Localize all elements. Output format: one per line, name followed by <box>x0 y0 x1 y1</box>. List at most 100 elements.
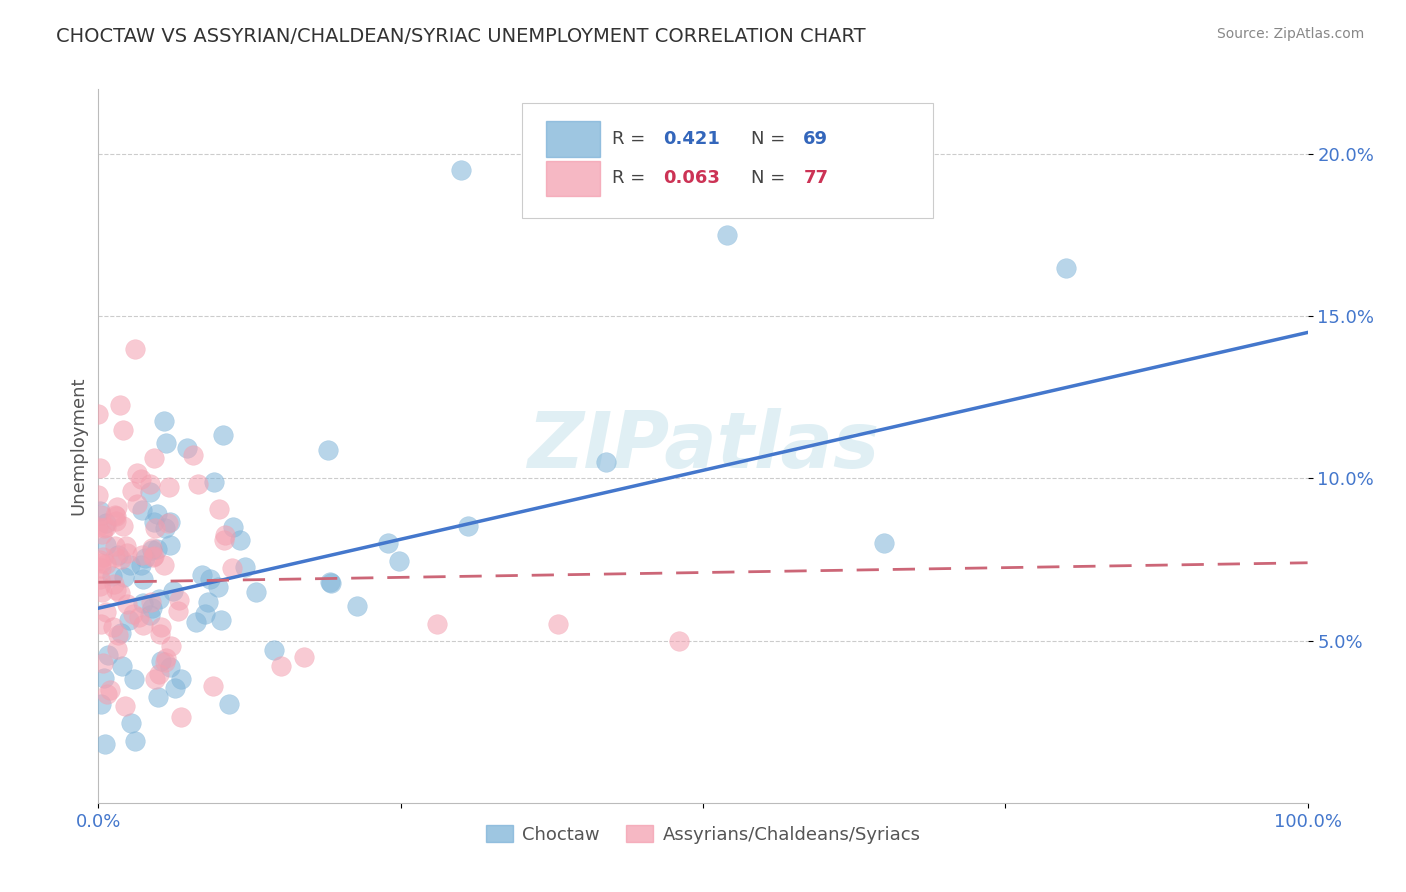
FancyBboxPatch shape <box>546 161 600 196</box>
Point <box>105 500 128 515</box>
Point <box>93 671 115 685</box>
Point <box>110 552 132 566</box>
Point <box>139 484 162 499</box>
Point <box>167 604 190 618</box>
FancyBboxPatch shape <box>522 103 932 218</box>
Point <box>89 553 111 567</box>
Point <box>547 617 569 632</box>
Point <box>115 598 138 612</box>
Point <box>90 508 112 522</box>
Point <box>94 516 117 530</box>
Point <box>141 600 163 615</box>
Point <box>103 508 125 522</box>
Point <box>183 449 205 463</box>
Point <box>159 660 181 674</box>
Point <box>209 613 232 627</box>
Point <box>155 651 177 665</box>
Point <box>90 556 112 570</box>
Point <box>184 615 207 630</box>
Point <box>129 472 152 486</box>
Point <box>198 572 221 586</box>
Point <box>124 342 146 356</box>
Point <box>90 697 112 711</box>
Point <box>87 520 110 534</box>
Point <box>107 549 129 563</box>
FancyBboxPatch shape <box>546 121 600 157</box>
Point <box>270 659 292 673</box>
Text: 0.063: 0.063 <box>664 169 720 187</box>
Point <box>134 550 156 565</box>
Point <box>155 436 177 450</box>
Text: 77: 77 <box>803 169 828 187</box>
Point <box>108 398 131 412</box>
Point <box>101 620 124 634</box>
Text: R =: R = <box>613 130 651 148</box>
Point <box>120 715 142 730</box>
Point <box>152 414 174 428</box>
Point <box>89 572 111 586</box>
Point <box>229 533 252 547</box>
Point <box>176 441 198 455</box>
Point <box>98 683 121 698</box>
Point <box>211 428 233 442</box>
Point <box>96 558 118 572</box>
Text: Source: ZipAtlas.com: Source: ZipAtlas.com <box>1216 27 1364 41</box>
Point <box>153 558 176 572</box>
Point <box>91 656 114 670</box>
Point <box>122 672 145 686</box>
Point <box>111 659 134 673</box>
Point <box>197 595 219 609</box>
Point <box>450 163 472 178</box>
Point <box>114 699 136 714</box>
Legend: Choctaw, Assyrians/Chaldeans/Syriacs: Choctaw, Assyrians/Chaldeans/Syriacs <box>478 818 928 851</box>
Point <box>145 508 167 522</box>
Point <box>108 585 131 599</box>
Point <box>156 516 179 530</box>
Point <box>426 617 449 632</box>
Point <box>169 672 191 686</box>
Point <box>319 576 342 591</box>
Point <box>873 536 896 550</box>
Point <box>122 607 145 622</box>
Point <box>155 521 177 535</box>
Point <box>94 737 117 751</box>
Point <box>143 549 166 564</box>
Point <box>377 535 399 549</box>
Point <box>132 572 155 586</box>
Point <box>93 521 115 535</box>
Point <box>153 655 176 669</box>
Point <box>191 567 214 582</box>
Point <box>87 488 110 502</box>
Point <box>316 443 339 458</box>
Text: 69: 69 <box>803 130 828 148</box>
Point <box>207 580 229 594</box>
Point <box>142 550 165 565</box>
Point <box>89 579 111 593</box>
Point <box>132 596 155 610</box>
Point <box>157 480 180 494</box>
Point <box>127 497 149 511</box>
Point <box>146 690 169 704</box>
Point <box>165 681 187 696</box>
Point <box>346 599 368 613</box>
Point <box>94 538 117 552</box>
Point <box>93 550 115 565</box>
Point <box>148 591 170 606</box>
Point <box>1054 260 1077 275</box>
Point <box>187 476 209 491</box>
Point <box>107 642 129 657</box>
Point <box>201 679 224 693</box>
Point <box>118 613 141 627</box>
Point <box>668 633 690 648</box>
Point <box>112 570 135 584</box>
Point <box>115 546 138 560</box>
Point <box>141 542 163 557</box>
Point <box>90 617 112 632</box>
Point <box>131 548 153 562</box>
Point <box>87 407 110 421</box>
Text: 0.421: 0.421 <box>664 130 720 148</box>
Text: N =: N = <box>751 169 792 187</box>
Point <box>127 467 149 481</box>
Point <box>94 520 117 534</box>
Point <box>194 607 217 621</box>
